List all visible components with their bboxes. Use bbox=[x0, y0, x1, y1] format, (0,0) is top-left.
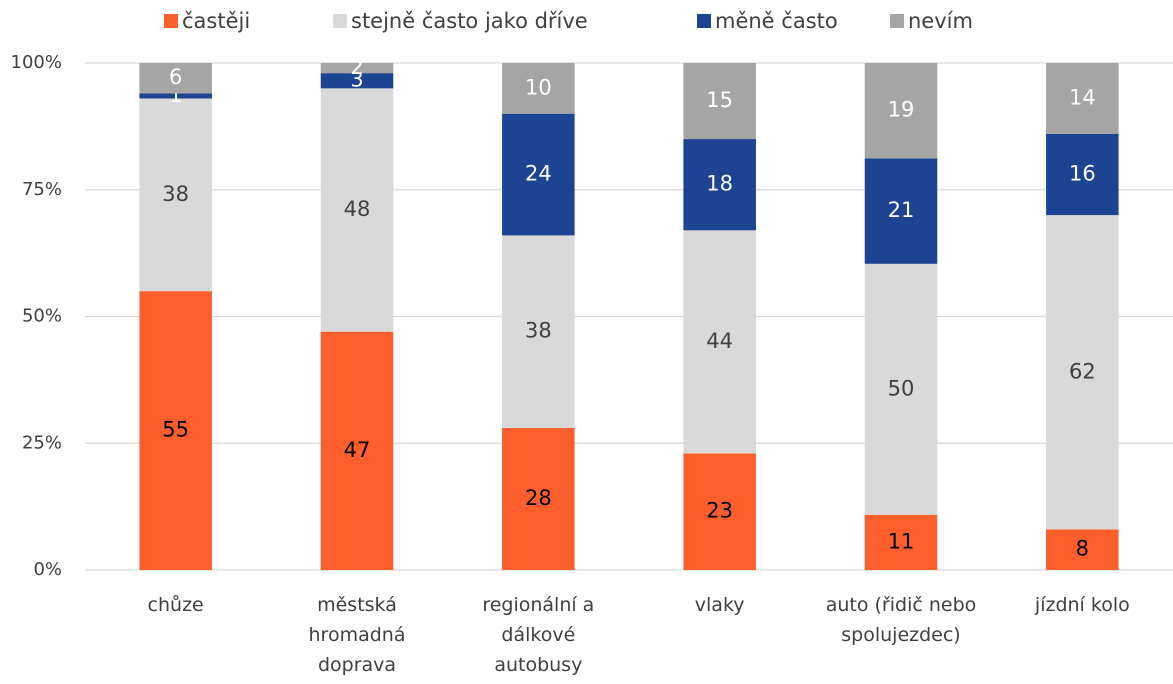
y-tick-label: 25% bbox=[22, 432, 62, 453]
data-label: 6 bbox=[169, 65, 182, 89]
bar-segment bbox=[320, 331, 394, 570]
bar-segment bbox=[139, 93, 212, 99]
bar-segment bbox=[683, 63, 756, 140]
data-label: 2 bbox=[350, 55, 363, 79]
data-label: 8 bbox=[1076, 537, 1089, 561]
data-label: 23 bbox=[706, 499, 733, 523]
x-tick-label: městská hromadná doprava bbox=[308, 594, 406, 676]
x-tick-label: chůze bbox=[147, 594, 204, 616]
data-label: 48 bbox=[344, 197, 371, 221]
y-tick-label: 100% bbox=[11, 52, 62, 73]
data-label: 47 bbox=[344, 438, 371, 462]
data-label: 55 bbox=[162, 418, 189, 442]
bar-segment bbox=[502, 235, 575, 429]
x-tick-label: jízdní kolo bbox=[1034, 594, 1130, 616]
data-label: 10 bbox=[525, 75, 552, 99]
y-tick-label: 0% bbox=[33, 559, 62, 580]
bar-segment bbox=[139, 98, 212, 292]
data-label: 62 bbox=[1069, 359, 1096, 383]
legend-label: měně často bbox=[715, 9, 838, 33]
data-label: 18 bbox=[706, 172, 733, 196]
bar-segment bbox=[683, 453, 756, 570]
data-label: 19 bbox=[888, 98, 915, 122]
data-label: 38 bbox=[162, 182, 189, 206]
bar-segment bbox=[502, 113, 575, 236]
y-tick-label: 50% bbox=[22, 306, 62, 327]
legend-swatch bbox=[697, 14, 711, 28]
bar-segment bbox=[320, 63, 394, 74]
legend-swatch bbox=[164, 14, 178, 28]
data-label: 38 bbox=[525, 319, 552, 343]
bar-segment bbox=[139, 291, 212, 570]
bar-segment bbox=[1046, 63, 1119, 134]
bar-segment bbox=[320, 73, 394, 89]
bar-segment bbox=[1046, 133, 1119, 216]
bar-segment bbox=[864, 514, 938, 570]
bar-segment bbox=[320, 88, 394, 332]
data-label: 21 bbox=[888, 198, 915, 222]
data-label: 28 bbox=[525, 486, 552, 510]
bar-segment bbox=[502, 428, 575, 570]
bar-segment bbox=[1046, 215, 1119, 530]
legend-label: častěji bbox=[182, 9, 250, 33]
bar-segment bbox=[864, 158, 938, 264]
data-label: 44 bbox=[706, 329, 733, 353]
bar-segment bbox=[1046, 529, 1119, 570]
data-label: 14 bbox=[1069, 85, 1096, 109]
bar-segment bbox=[683, 230, 756, 454]
data-label: 3 bbox=[350, 68, 363, 92]
legend-label: stejně často jako dříve bbox=[351, 9, 588, 33]
legend-swatch bbox=[890, 14, 904, 28]
data-label: 50 bbox=[888, 376, 915, 400]
x-tick-label: vlaky bbox=[694, 594, 745, 616]
x-tick-label: regionální a dálkové autobusy bbox=[482, 594, 595, 676]
bar-segment bbox=[502, 63, 575, 114]
bar-segment bbox=[864, 263, 938, 515]
legend-label: nevím bbox=[908, 9, 973, 33]
data-label: 16 bbox=[1069, 162, 1096, 186]
bar-segment bbox=[139, 63, 212, 94]
y-tick-label: 75% bbox=[22, 179, 62, 200]
legend-swatch bbox=[333, 14, 347, 28]
data-label: 24 bbox=[525, 162, 552, 186]
data-label: 11 bbox=[888, 529, 915, 553]
data-label: 15 bbox=[706, 88, 733, 112]
x-tick-label: auto (řidič nebo spolujezdec) bbox=[825, 594, 977, 646]
bar-segment bbox=[683, 139, 756, 231]
bar-segment bbox=[864, 63, 938, 159]
